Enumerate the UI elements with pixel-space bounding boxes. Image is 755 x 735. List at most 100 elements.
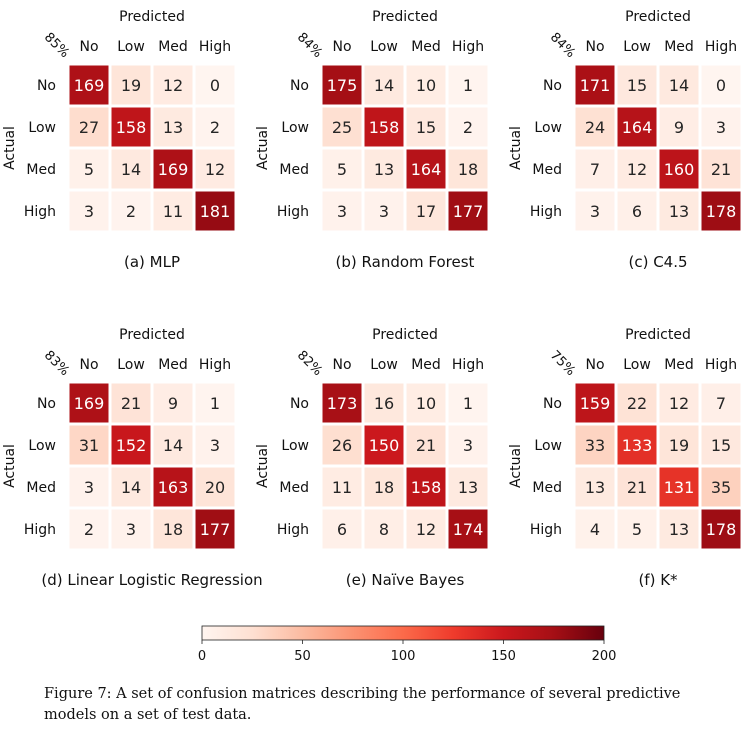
heatmap-cell <box>656 188 702 234</box>
x-axis-label: Predicted <box>119 9 185 25</box>
cell-value-label: 14 <box>163 436 183 455</box>
column-tick-label: High <box>705 39 737 55</box>
heatmap-cell <box>192 422 238 468</box>
cell-value-label: 159 <box>580 394 611 413</box>
heatmap-cell <box>445 506 491 552</box>
heatmap-cell <box>319 62 365 108</box>
heatmap-cell <box>572 380 618 426</box>
cell-value-label: 152 <box>116 436 147 455</box>
row-tick-label: High <box>277 204 309 220</box>
heatmap-cell <box>319 506 365 552</box>
column-tick-label: No <box>585 39 604 55</box>
column-tick-label: Med <box>158 39 188 55</box>
cell-value-label: 158 <box>411 478 442 497</box>
column-tick-label: Low <box>117 39 145 55</box>
row-tick-label: Med <box>26 480 56 496</box>
confusion-matrix-panel: Predicted No Low Med High 84% No Low Med High Actu… <box>255 9 491 271</box>
column-tick-label: High <box>452 357 484 373</box>
heatmap-cell <box>445 188 491 234</box>
row-tick-label: High <box>24 522 56 538</box>
row-tick-label: Med <box>279 162 309 178</box>
cell-value-label: 158 <box>116 118 147 137</box>
heatmap-cell <box>572 188 618 234</box>
cell-value-label: 25 <box>332 118 352 137</box>
column-tick-label: High <box>705 357 737 373</box>
cell-value-label: 177 <box>200 520 231 539</box>
cell-value-label: 13 <box>374 160 394 179</box>
row-tick-label: No <box>290 396 309 412</box>
heatmap-cell <box>403 506 449 552</box>
heatmap-cell <box>192 188 238 234</box>
heatmap-cell <box>361 380 407 426</box>
cell-value-label: 11 <box>163 202 183 221</box>
accuracy-label: 83% <box>41 348 72 379</box>
cell-value-label: 5 <box>632 520 642 539</box>
heatmap-cell <box>698 380 744 426</box>
cell-value-label: 10 <box>416 394 436 413</box>
y-axis-label: Actual <box>255 126 271 170</box>
row-tick-label: No <box>37 78 56 94</box>
heatmap-cell <box>150 464 196 510</box>
panel-title: (c) C4.5 <box>628 253 687 271</box>
cell-value-label: 15 <box>711 436 731 455</box>
cell-value-label: 3 <box>463 436 473 455</box>
cell-value-label: 169 <box>158 160 189 179</box>
accuracy-label: 84% <box>294 30 325 61</box>
row-tick-label: High <box>530 522 562 538</box>
cell-value-label: 3 <box>590 202 600 221</box>
y-axis-label: Actual <box>2 126 18 170</box>
cell-value-label: 0 <box>210 76 220 95</box>
column-tick-label: No <box>332 39 351 55</box>
heatmap-cell <box>108 506 154 552</box>
cell-value-label: 9 <box>168 394 178 413</box>
row-tick-label: Low <box>281 120 309 136</box>
column-tick-label: Med <box>664 39 694 55</box>
confusion-matrix-panel: Predicted No Low Med High 75% No Low Med High Actu… <box>508 327 744 589</box>
heatmap-cell <box>108 422 154 468</box>
cell-value-label: 19 <box>669 436 689 455</box>
cell-value-label: 14 <box>374 76 394 95</box>
cell-value-label: 18 <box>163 520 183 539</box>
cell-value-label: 8 <box>379 520 389 539</box>
cell-value-label: 158 <box>369 118 400 137</box>
column-tick-label: Low <box>370 357 398 373</box>
cell-value-label: 131 <box>664 478 695 497</box>
panel-title: (f) K* <box>638 571 678 589</box>
column-tick-label: Med <box>411 39 441 55</box>
cell-value-label: 3 <box>379 202 389 221</box>
colorbar-tick-label: 200 <box>592 649 617 664</box>
y-axis-label: Actual <box>508 444 524 488</box>
cell-value-label: 4 <box>590 520 600 539</box>
heatmap-cell <box>698 422 744 468</box>
cell-value-label: 12 <box>416 520 436 539</box>
cell-value-label: 5 <box>84 160 94 179</box>
cell-value-label: 3 <box>337 202 347 221</box>
cell-value-label: 9 <box>674 118 684 137</box>
heatmap-cell <box>614 506 660 552</box>
cell-value-label: 6 <box>337 520 347 539</box>
heatmap-cell <box>319 422 365 468</box>
accuracy-label: 85% <box>41 30 72 61</box>
cell-value-label: 12 <box>627 160 647 179</box>
heatmap-cell <box>698 188 744 234</box>
cell-value-label: 3 <box>716 118 726 137</box>
cell-value-label: 33 <box>585 436 605 455</box>
heatmap-cell <box>192 62 238 108</box>
cell-value-label: 26 <box>332 436 352 455</box>
row-tick-label: Med <box>279 480 309 496</box>
heatmap-cell <box>572 464 618 510</box>
cell-value-label: 3 <box>84 202 94 221</box>
x-axis-label: Predicted <box>119 327 185 343</box>
cell-value-label: 2 <box>126 202 136 221</box>
cell-value-label: 14 <box>121 160 141 179</box>
x-axis-label: Predicted <box>625 327 691 343</box>
cell-value-label: 17 <box>416 202 436 221</box>
cell-value-label: 3 <box>126 520 136 539</box>
accuracy-label: 82% <box>294 348 325 379</box>
cell-value-label: 173 <box>327 394 358 413</box>
cell-value-label: 15 <box>416 118 436 137</box>
heatmap-cell <box>614 188 660 234</box>
cell-value-label: 12 <box>205 160 225 179</box>
colorbar: 0 50 100 150 200 <box>198 625 617 664</box>
cell-value-label: 13 <box>669 520 689 539</box>
